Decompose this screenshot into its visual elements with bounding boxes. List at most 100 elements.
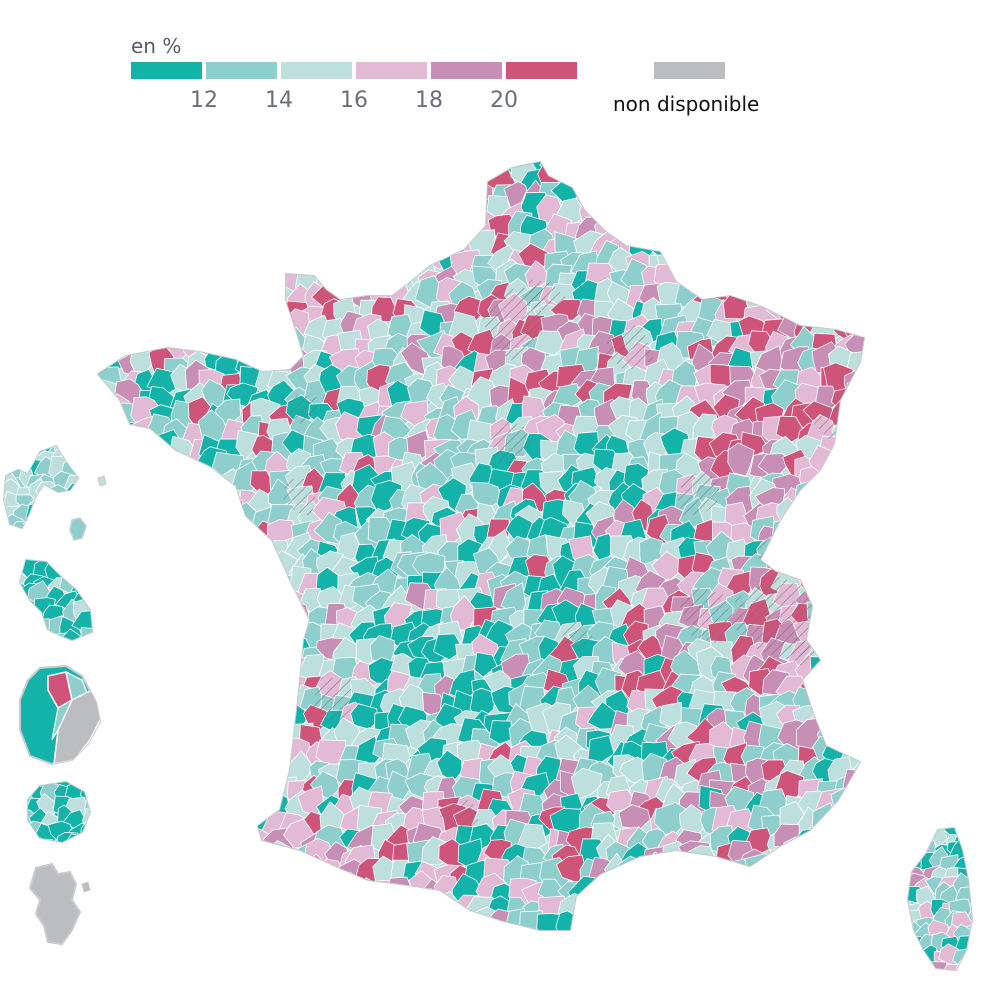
- commune-area: [438, 182, 466, 215]
- commune-area: [828, 449, 860, 484]
- commune-area: [319, 902, 353, 930]
- commune-area: [133, 915, 166, 930]
- commune-area: [128, 451, 154, 482]
- commune-area: [141, 619, 177, 650]
- commune-area: [780, 916, 810, 930]
- legend-swatch: [206, 62, 277, 79]
- commune-area: [664, 162, 698, 174]
- commune-area: [293, 872, 328, 907]
- commune-area: [254, 843, 278, 868]
- commune-area: [746, 229, 776, 262]
- commune-area: [170, 590, 203, 615]
- commune-area: [203, 755, 234, 785]
- commune-area: [473, 651, 498, 678]
- commune-area: [408, 180, 437, 210]
- commune-area: [152, 244, 181, 278]
- commune-area: [352, 887, 386, 924]
- commune-area: [625, 164, 657, 192]
- commune-area: [180, 668, 209, 700]
- commune-area: [423, 179, 450, 207]
- commune-area: [331, 162, 364, 195]
- commune-area: [796, 500, 830, 530]
- commune-area: [677, 915, 711, 930]
- legend-tick-label: 14: [265, 88, 293, 113]
- commune-area: [844, 184, 864, 215]
- commune-area: [139, 306, 167, 332]
- commune-area: [182, 574, 214, 606]
- commune-area: [781, 250, 811, 276]
- commune-area: [101, 261, 131, 294]
- commune-area: [209, 636, 245, 667]
- commune-area: [610, 901, 637, 928]
- legend-swatch: [506, 62, 577, 79]
- commune-area: [389, 198, 416, 230]
- region-mayotte: [28, 862, 91, 946]
- hatched-area: [283, 478, 317, 517]
- commune-area: [809, 535, 837, 565]
- commune-area: [251, 246, 281, 276]
- commune-area: [98, 500, 112, 532]
- commune-area: [167, 162, 197, 178]
- commune-area: [98, 309, 128, 339]
- commune-area: [758, 180, 791, 211]
- commune-area: [183, 911, 214, 930]
- commune-area: [808, 871, 843, 900]
- commune-area: [180, 806, 212, 840]
- commune-area: [164, 911, 198, 930]
- commune-area: [335, 252, 363, 279]
- commune-area: [692, 857, 726, 889]
- commune-area: [164, 743, 192, 773]
- commune-area: [759, 264, 788, 290]
- commune-area: [218, 573, 249, 599]
- commune-area: [112, 552, 142, 582]
- commune-area: [113, 842, 148, 870]
- region-martinique: [18, 558, 94, 642]
- commune-area: [828, 685, 861, 719]
- commune-area: [620, 911, 646, 930]
- commune-area: [169, 756, 195, 783]
- commune-area: [696, 211, 726, 248]
- commune-area: [212, 801, 239, 831]
- commune-area: [839, 606, 864, 635]
- commune-area: [643, 175, 669, 209]
- commune-area: [185, 829, 211, 861]
- commune-area: [98, 487, 117, 510]
- commune-area: [297, 193, 326, 225]
- commune-area: [229, 162, 261, 193]
- commune-area: [184, 881, 213, 913]
- commune-area: [386, 250, 415, 279]
- commune-area: [248, 640, 278, 671]
- commune-area: [641, 877, 670, 913]
- commune-area: [140, 878, 174, 905]
- commune-area: [241, 162, 264, 174]
- commune-area: [813, 675, 842, 704]
- commune-area: [317, 211, 346, 242]
- commune-area: [168, 166, 197, 194]
- commune-area: [236, 537, 267, 565]
- commune-area: [82, 807, 90, 835]
- commune-area: [789, 906, 822, 930]
- commune-area: [73, 560, 92, 570]
- commune-area: [233, 554, 266, 588]
- commune-area: [65, 446, 78, 450]
- legend-swatch: [431, 62, 502, 79]
- hatched-area: [727, 576, 831, 661]
- commune-area: [114, 309, 143, 344]
- commune-area: [624, 162, 649, 169]
- commune-area: [743, 268, 778, 301]
- commune-area: [131, 810, 168, 841]
- commune-area: [163, 213, 191, 247]
- commune-area: [608, 181, 638, 208]
- commune-area: [116, 810, 146, 841]
- commune-area: [4, 446, 11, 463]
- commune-area: [126, 587, 158, 620]
- commune-area: [815, 524, 844, 554]
- commune-area: [338, 162, 369, 174]
- commune-area: [851, 163, 864, 198]
- commune-area: [103, 841, 133, 874]
- commune-area: [840, 660, 864, 688]
- commune-area: [275, 332, 300, 365]
- commune-area: [110, 488, 140, 512]
- commune-area: [595, 907, 625, 930]
- commune-area: [24, 618, 51, 640]
